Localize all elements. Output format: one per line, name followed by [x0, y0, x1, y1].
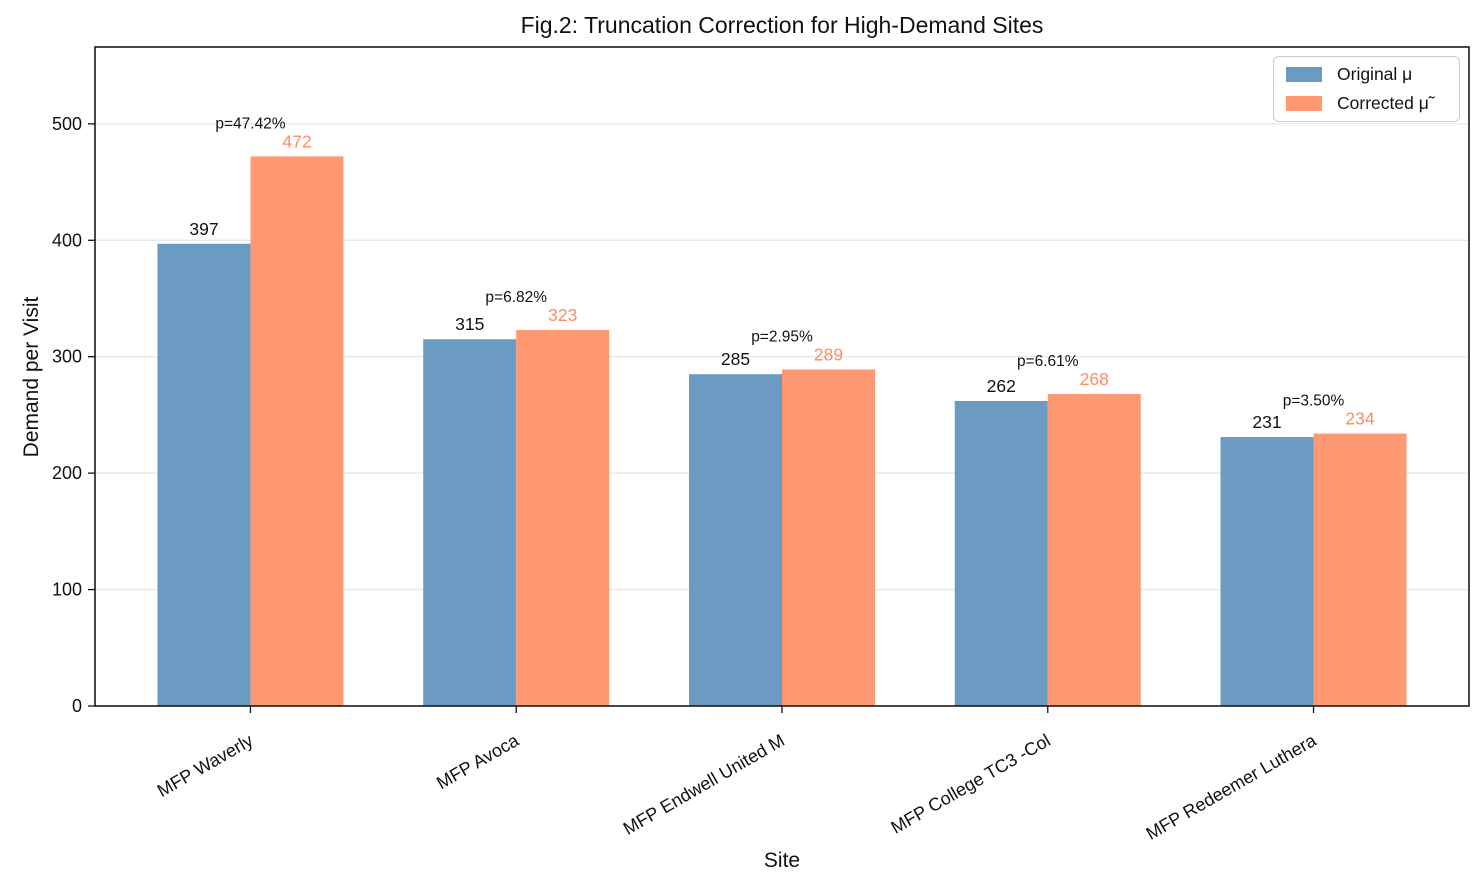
x-tick-label: MFP Endwell United M [620, 730, 788, 839]
legend-label-corrected: Corrected μ̃ [1337, 93, 1429, 113]
bar-original [423, 339, 517, 706]
legend: Original μ Corrected μ̃ [1273, 56, 1460, 122]
bar-corrected [1047, 393, 1141, 706]
bar-original [688, 374, 782, 706]
bar-value-label-corrected: 234 [1345, 409, 1374, 429]
bar-value-label-corrected: 472 [282, 131, 311, 151]
bar-original [1220, 437, 1314, 706]
p-annotation: p=3.50% [1283, 393, 1345, 410]
bar-value-label-original: 315 [455, 314, 484, 334]
bar-value-label-original: 285 [721, 349, 750, 369]
y-tick-label: 500 [52, 114, 82, 134]
bar-value-label-original: 397 [189, 219, 218, 239]
bar-value-label-original: 231 [1252, 412, 1281, 432]
legend-swatch-original-icon [1286, 67, 1322, 82]
bar-value-label-original: 262 [987, 376, 1016, 396]
y-axis-label: Demand per Visit [20, 296, 43, 457]
legend-item-original: Original μ [1286, 64, 1447, 85]
bar-value-label-corrected: 289 [814, 345, 843, 365]
p-annotation: p=6.61% [1017, 353, 1079, 370]
x-tick-label: MFP Waverly [154, 730, 257, 801]
bar-original [157, 243, 251, 706]
y-tick-label: 0 [72, 696, 82, 716]
bar-value-label-corrected: 323 [548, 305, 577, 325]
bar-original [954, 400, 1048, 706]
y-tick-label: 400 [52, 230, 82, 250]
y-tick-label: 300 [52, 347, 82, 367]
bar-value-label-corrected: 268 [1080, 369, 1109, 389]
x-axis-label: Site [764, 849, 800, 872]
x-tick-label: MFP Avoca [433, 730, 523, 794]
legend-label-original: Original μ [1337, 64, 1413, 84]
p-annotation: p=6.82% [485, 289, 547, 306]
legend-swatch-corrected-icon [1286, 96, 1322, 111]
y-tick-label: 200 [52, 463, 82, 483]
bar-corrected [516, 329, 610, 706]
chart-title: Fig.2: Truncation Correction for High-De… [521, 12, 1044, 38]
p-annotation: p=47.42% [215, 115, 285, 132]
bar-corrected [250, 156, 344, 706]
x-tick-label: MFP College TC3 -Col [888, 730, 1054, 838]
legend-item-corrected: Corrected μ̃ [1286, 93, 1447, 114]
bar-corrected [1313, 433, 1407, 706]
plot-frame [94, 46, 1470, 707]
x-tick-label: MFP Redeemer Luthera [1143, 730, 1321, 844]
p-annotation: p=2.95% [751, 329, 813, 346]
bar-corrected [782, 369, 876, 706]
y-tick-label: 100 [52, 580, 82, 600]
